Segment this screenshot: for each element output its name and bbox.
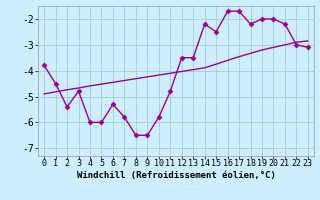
X-axis label: Windchill (Refroidissement éolien,°C): Windchill (Refroidissement éolien,°C)	[76, 171, 276, 180]
